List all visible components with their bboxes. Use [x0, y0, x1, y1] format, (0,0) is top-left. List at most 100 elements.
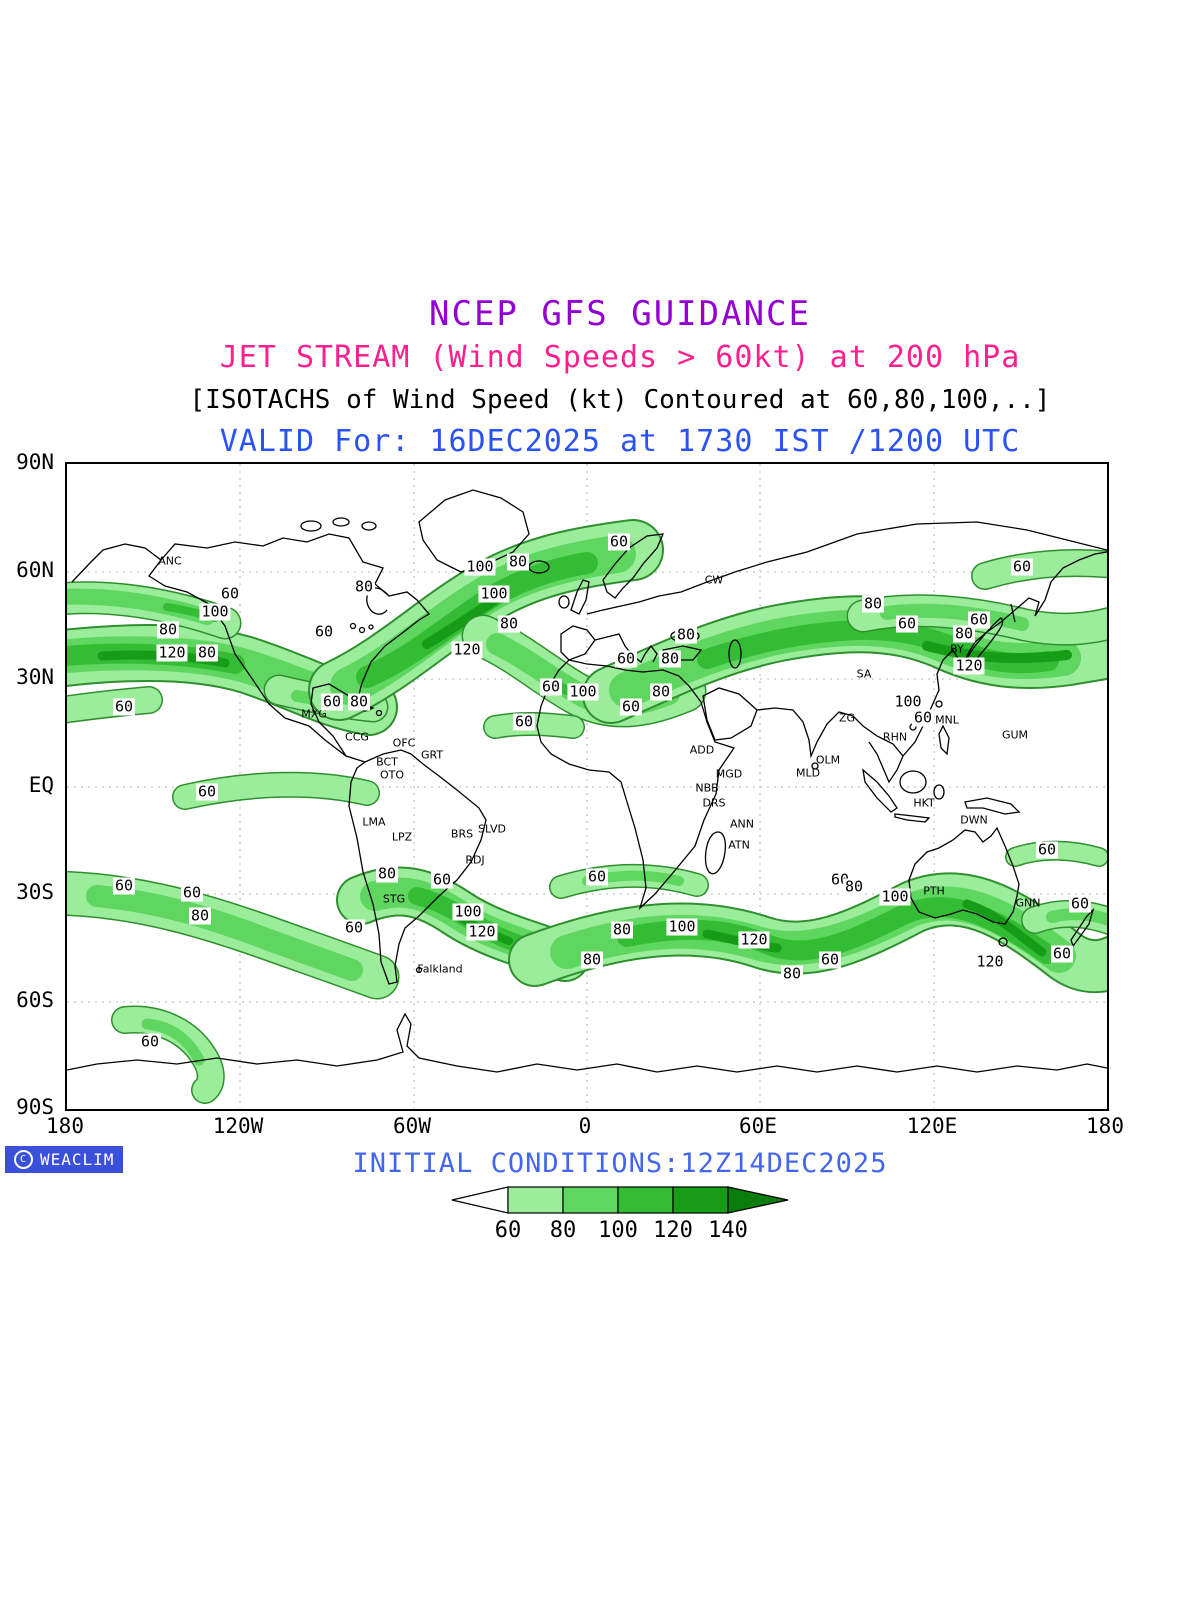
isotach-contour-label: 60	[585, 867, 609, 886]
chart-note: [ISOTACHS of Wind Speed (kt) Contoured a…	[189, 385, 1051, 415]
isotach-contour-label: 80	[952, 624, 976, 643]
isotach-contour-label: 80	[506, 552, 530, 571]
latitude-tick-label: 90S	[16, 1095, 54, 1119]
isotach-contour-label: 100	[464, 557, 496, 576]
isotach-contour-label: 60	[342, 918, 366, 937]
longitude-tick-label: 0	[578, 1114, 592, 1138]
jet-band-south-pacific	[67, 870, 400, 1000]
station-label: BRS	[450, 827, 474, 841]
isotach-contour-label: 100	[199, 602, 231, 621]
station-label: CCG	[345, 730, 369, 744]
isotach-contour-label: 80	[195, 643, 219, 662]
isotach-contour-label: 60	[218, 584, 242, 603]
isotach-contour-label: 100	[892, 692, 924, 711]
station-label: BCT	[376, 755, 398, 769]
jet-band-ne-asia	[846, 594, 1107, 646]
station-label: ANN	[730, 817, 754, 831]
coast-africa	[536, 659, 736, 911]
station-label: DWN	[960, 813, 988, 827]
latitude-tick-label: 90N	[16, 450, 54, 474]
coast-australia-antarctica	[67, 826, 1107, 1073]
isotach-contour-label: 80	[861, 594, 885, 613]
station-label: GNN	[1015, 896, 1041, 910]
latitude-axis: 90N 60N 30N EQ 30S 60S 90S	[0, 450, 58, 1119]
station-label: RHN	[882, 730, 908, 744]
isotach-contour-label: 120	[953, 656, 985, 675]
latitude-tick-label: 60N	[16, 558, 54, 582]
longitude-tick-label: 120E	[906, 1114, 958, 1138]
station-label: OFC	[392, 736, 416, 750]
station-label: DRS	[702, 796, 726, 810]
isotach-contour-label: 120	[451, 640, 483, 659]
station-label: SA	[856, 667, 872, 681]
isotach-contour-label: 60	[539, 677, 563, 696]
isotach-contour-label: 60	[180, 883, 204, 902]
legend-tick-label: 80	[549, 1218, 577, 1243]
isotach-contour-label: 100	[666, 917, 698, 936]
isotach-contour-label: 80	[580, 950, 604, 969]
coast-islands	[300, 517, 1008, 974]
station-label: MNL	[935, 713, 959, 727]
isotach-contour-label: 60	[430, 870, 454, 889]
isotach-contour-label: 80	[156, 620, 180, 639]
legend-seg-60-80	[507, 1186, 564, 1214]
chart-subtitle: JET STREAM (Wind Speeds > 60kt) at 200 h…	[219, 340, 1021, 375]
initial-conditions-text: INITIAL CONDITIONS:12Z14DEC2025	[352, 1148, 888, 1179]
isotach-contour-label: 60	[1010, 557, 1034, 576]
map-label-overlay: ANC CW MNL GUM ADD OLM MLD MGD NBB DRS HKT DWN ANN AT…	[67, 464, 1107, 1109]
station-label: LMA	[362, 815, 386, 829]
station-label: OTO	[379, 768, 405, 782]
legend-seg-80-100	[562, 1186, 619, 1214]
legend-arrow-right	[727, 1186, 789, 1214]
station-label: CW	[704, 573, 724, 587]
isotach-contour-label: 100	[567, 682, 599, 701]
longitude-tick-label: 120W	[212, 1114, 264, 1138]
copyright-icon: C	[14, 1150, 33, 1169]
jet-band-subpolar-south	[111, 1005, 225, 1104]
isotach-color-legend	[451, 1186, 789, 1214]
isotach-contour-label: 120	[738, 930, 770, 949]
station-label: SLVD	[478, 822, 506, 836]
legend-tick-label: 100	[598, 1218, 638, 1243]
coastlines	[67, 489, 1107, 1073]
weaclim-logo[interactable]: C WEACLIM	[5, 1146, 124, 1173]
isotach-contour-label: 100	[452, 902, 484, 921]
isotach-contour-label: 60	[312, 622, 336, 641]
station-label: ZG	[838, 711, 856, 725]
station-label: LPZ	[391, 830, 413, 844]
longitude-tick-label: 60W	[393, 1114, 431, 1138]
latitude-tick-label: 30S	[16, 880, 54, 904]
isotach-contour-label: 60	[1035, 840, 1059, 859]
isotach-contour-label: 80	[658, 649, 682, 668]
station-label: STG	[382, 892, 406, 906]
isotach-contour-label: 60	[614, 649, 638, 668]
coast-greenland-europe	[418, 489, 1107, 663]
isotach-contour-label: 80	[347, 692, 371, 711]
isotach-contour-label: 80	[610, 920, 634, 939]
station-label: MGD	[715, 767, 743, 781]
isotach-contour-label: 80	[780, 964, 804, 983]
legend-seg-120-140	[672, 1186, 729, 1214]
station-label: ATN	[728, 838, 750, 852]
isotach-contour-label: 60	[138, 1032, 162, 1051]
legend-tick-label: 120	[653, 1218, 693, 1243]
weaclim-logo-text: WEACLIM	[40, 1150, 115, 1169]
isotach-contour-label: 60	[320, 692, 344, 711]
station-label: NBB	[695, 781, 719, 795]
isotach-contour-label: 60	[512, 712, 536, 731]
legend-arrow-left	[451, 1186, 509, 1214]
station-label: RDJ	[465, 853, 485, 867]
latitude-tick-label: 60S	[16, 988, 54, 1012]
isotach-contour-label: 60	[818, 950, 842, 969]
legend-tick-label: 60	[494, 1218, 522, 1243]
station-label: OLM	[815, 753, 841, 767]
isotach-contour-label: 80	[352, 577, 376, 596]
station-label: PTH	[923, 884, 945, 898]
isotach-contour-label: 80	[497, 614, 521, 633]
isotach-contour-label: 80	[674, 625, 698, 644]
station-label: ADD	[689, 743, 715, 757]
isotach-contour-label: 120	[466, 922, 498, 941]
isotach-contour-label: 60	[967, 610, 991, 629]
longitude-tick-label: 60E	[739, 1114, 777, 1138]
longitude-tick-label: 180	[46, 1114, 84, 1138]
